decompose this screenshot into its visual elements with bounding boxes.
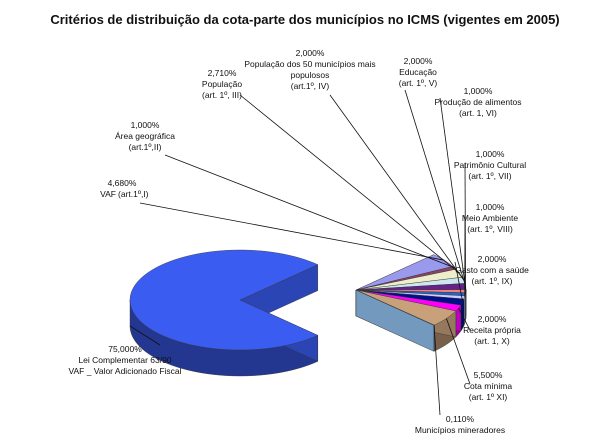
value-label: 75,000% [108,344,142,354]
note-label: (art. 1º XI) [469,392,508,402]
value-label: 5,500% [474,370,503,380]
category-label: Educação [399,67,437,77]
category-label: Cota mínima [464,381,512,391]
note-label: (art.1º,II) [129,142,162,152]
category-label: Área geográfica [115,131,175,141]
note-label: (art.1º, IV) [291,81,330,91]
value-label: 1,000% [476,149,505,159]
category-label: Gasto com a saúde [455,265,529,275]
category-label: VAF [100,189,116,199]
value-label: 2,000% [478,314,507,324]
note-label: (art. 1, VI) [459,108,497,118]
value-label: 1,000% [131,120,160,130]
leader-line [140,203,444,260]
value-label: 0,110% [446,414,475,424]
category-label: Receita própria [463,325,521,335]
note-label: (art. 1º, III) [202,90,242,100]
note-label: (art.1º,I) [118,189,149,199]
category-label: Patrimônio Cultural [454,160,526,170]
value-label: 1,000% [464,86,493,96]
note-label: (art. 1, X) [474,336,510,346]
note-label: (art. 1º, IX) [472,276,513,286]
category-label: Lei Complementar 63/90 [78,355,171,365]
value-label: 2,000% [296,48,325,58]
chart-title: Critérios de distribuição da cota-parte … [50,12,559,27]
note-label: VAF _ Valor Adicionado Fiscal [68,366,181,376]
value-label: 2,000% [478,254,507,264]
note-label: (art. 1º, V) [399,78,438,88]
category-label-part: População dos 50 municípios mais [244,59,375,69]
value-label: 4,680% [108,178,137,188]
value-label: 2,000% [404,56,433,66]
note-label: (art. 1º, VII) [468,171,511,181]
category-label: Municípios mineradores [415,425,505,435]
note-label: (art. 1º, VIII) [467,224,513,234]
leader-line [330,95,464,280]
leader-line [165,155,455,268]
category-label-part: populosos [291,70,330,80]
category-label: Produção de alimentos [435,97,522,107]
category-label: Meio Ambiente [462,213,518,223]
value-label: 1,000% [476,202,505,212]
category-label: População [202,79,242,89]
value-label: 2,710% [208,68,237,78]
